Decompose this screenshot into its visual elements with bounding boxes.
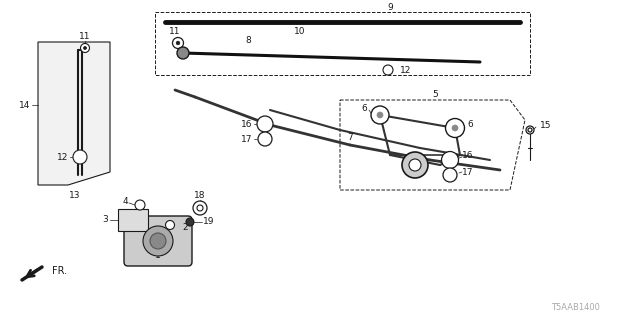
Text: 18: 18	[195, 191, 205, 201]
Circle shape	[526, 126, 534, 134]
Circle shape	[452, 125, 458, 131]
Text: 10: 10	[294, 27, 306, 36]
Text: 4: 4	[122, 197, 128, 206]
Circle shape	[402, 152, 428, 178]
Polygon shape	[38, 42, 110, 185]
Circle shape	[257, 116, 273, 132]
Circle shape	[143, 226, 173, 256]
Text: 15: 15	[540, 121, 552, 130]
Circle shape	[443, 168, 457, 182]
Text: 7: 7	[347, 132, 353, 141]
Text: 19: 19	[203, 218, 214, 227]
Circle shape	[377, 112, 383, 118]
Circle shape	[409, 159, 421, 171]
Text: 6: 6	[467, 119, 473, 129]
Circle shape	[177, 47, 189, 59]
Circle shape	[528, 128, 532, 132]
Text: 3: 3	[102, 215, 108, 225]
Circle shape	[150, 233, 166, 249]
Text: 12: 12	[56, 153, 68, 162]
Circle shape	[73, 150, 87, 164]
Text: 16: 16	[462, 150, 474, 159]
FancyBboxPatch shape	[124, 216, 192, 266]
Text: 14: 14	[19, 100, 30, 109]
Circle shape	[186, 218, 194, 226]
Text: 17: 17	[241, 134, 252, 143]
Text: 11: 11	[79, 31, 91, 41]
Text: 17: 17	[462, 167, 474, 177]
Text: 6: 6	[361, 103, 367, 113]
Text: 12: 12	[400, 66, 412, 75]
Text: 16: 16	[241, 119, 252, 129]
Circle shape	[176, 41, 180, 45]
Circle shape	[83, 46, 86, 50]
Text: T5AAB1400: T5AAB1400	[550, 303, 600, 313]
Text: 5: 5	[432, 90, 438, 99]
Text: 8: 8	[245, 36, 251, 44]
Text: 1: 1	[155, 252, 161, 260]
Circle shape	[193, 201, 207, 215]
Circle shape	[371, 106, 389, 124]
Text: FR.: FR.	[52, 266, 67, 276]
Text: 2: 2	[182, 222, 188, 231]
Text: 11: 11	[169, 27, 180, 36]
Circle shape	[135, 200, 145, 210]
Circle shape	[166, 220, 175, 229]
Circle shape	[173, 37, 184, 49]
Polygon shape	[22, 274, 30, 280]
Text: 13: 13	[69, 190, 81, 199]
Circle shape	[442, 151, 458, 169]
Circle shape	[445, 118, 465, 138]
Circle shape	[258, 132, 272, 146]
Text: 9: 9	[387, 3, 393, 12]
Circle shape	[81, 44, 90, 52]
FancyBboxPatch shape	[118, 209, 148, 231]
Circle shape	[383, 65, 393, 75]
Circle shape	[197, 205, 203, 211]
